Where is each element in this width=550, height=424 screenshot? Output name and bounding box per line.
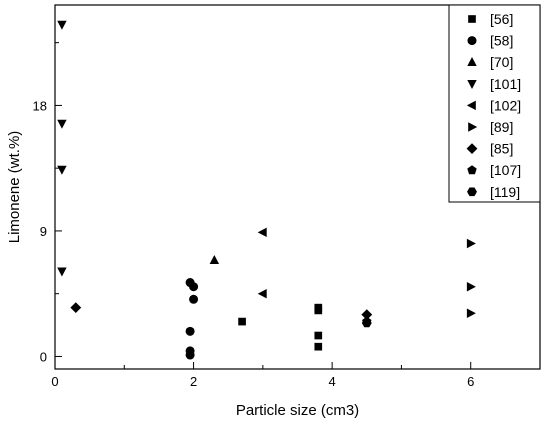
legend-symbol [467,187,477,197]
data-point [466,308,476,318]
legend-label: [89] [490,119,513,135]
data-point [466,281,476,292]
data-point [70,302,82,314]
data-point [257,288,267,299]
y-tick-label: 18 [33,98,47,113]
legend-symbol [467,57,477,67]
legend-symbol [466,143,478,154]
x-tick-label: 0 [51,374,58,389]
data-point [189,282,199,292]
legend-label: [70] [490,54,513,70]
legend-symbol [468,15,476,23]
data-point [314,331,323,340]
data-points [57,20,476,360]
data-point [209,255,220,265]
legend-symbol [467,165,477,175]
legend-symbol [467,79,477,89]
data-point [238,317,246,326]
data-point [361,318,372,328]
data-point [361,309,373,321]
data-point [57,20,67,30]
legend-label: [58] [490,33,513,49]
data-point [57,165,67,175]
data-point [185,326,195,336]
legend-label: [102] [490,97,521,113]
x-tick-label: 4 [329,374,336,389]
legend-box [448,4,541,203]
data-point [466,238,476,249]
data-point [314,306,323,315]
data-point [57,267,67,277]
legend-label: [85] [490,141,513,157]
y-axis-label: Limonene (wt.%) [6,131,23,244]
legend-label: [119] [490,184,520,200]
legend-symbol [468,122,478,132]
x-tick-label: 2 [190,374,197,389]
y-tick-label: 9 [40,224,47,239]
data-point [314,342,323,351]
legend-label: [107] [490,162,521,178]
legend-symbol [467,36,477,46]
data-point [57,119,67,129]
data-point [257,227,267,238]
x-tick-label: 6 [467,374,474,389]
legend-label: [56] [490,11,513,27]
legend-label: [101] [490,76,521,92]
legend: [56] [58] [70] [101] [102] [89] [85] [107] [119] [448,4,541,203]
x-axis-label: Particle size (cm3) [236,402,359,419]
y-tick-label: 0 [40,349,47,364]
data-point [185,350,195,360]
data-point [189,294,199,304]
legend-symbol [466,100,476,111]
